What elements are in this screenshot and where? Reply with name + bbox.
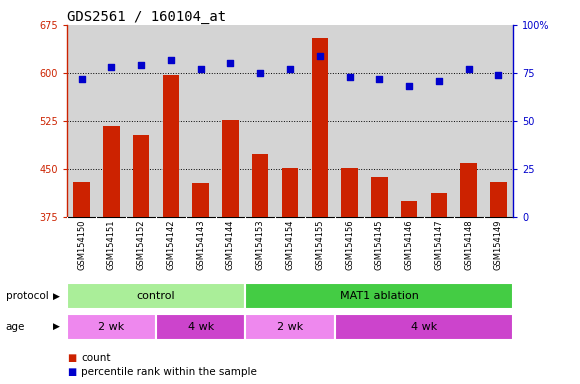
Text: MAT1 ablation: MAT1 ablation [340,291,419,301]
Bar [371,177,387,217]
Point [404,83,414,89]
Bar [461,162,477,217]
Point [196,66,205,72]
Bar [401,201,417,217]
Text: control: control [137,291,175,301]
Text: GSM154153: GSM154153 [256,220,264,270]
Bar [252,154,269,217]
Text: 4 wk: 4 wk [411,322,437,332]
Bar [222,120,238,217]
Point [315,53,324,59]
Bar [245,314,335,340]
Text: GSM154143: GSM154143 [196,220,205,270]
Text: GSM154142: GSM154142 [166,220,175,270]
Bar [282,168,298,217]
Text: GSM154151: GSM154151 [107,220,116,270]
Text: 2 wk: 2 wk [277,322,303,332]
Bar [67,314,156,340]
Bar [133,135,149,217]
Text: GSM154144: GSM154144 [226,220,235,270]
Text: GSM154149: GSM154149 [494,220,503,270]
Bar [431,193,447,217]
Text: protocol: protocol [6,291,49,301]
Point [464,66,473,72]
Point [226,60,235,66]
Bar [67,283,245,309]
Point [136,62,146,68]
Point [494,72,503,78]
Text: 2 wk: 2 wk [98,322,125,332]
Text: GSM154150: GSM154150 [77,220,86,270]
Text: GSM154146: GSM154146 [405,220,414,270]
Text: ▶: ▶ [53,291,60,301]
Text: ▶: ▶ [53,322,60,331]
Bar [74,182,90,217]
Text: 4 wk: 4 wk [187,322,214,332]
Text: count: count [81,353,111,363]
Bar [156,314,245,340]
Point [107,64,116,70]
Bar [342,168,358,217]
Point [375,76,384,82]
Point [256,70,265,76]
Point [77,76,86,82]
Text: GSM154147: GSM154147 [434,220,443,270]
Bar [311,38,328,217]
Point [434,78,444,84]
Bar [335,314,513,340]
Bar [103,126,119,217]
Text: GSM154156: GSM154156 [345,220,354,270]
Point [345,74,354,80]
Text: ■: ■ [67,367,76,377]
Point [285,66,295,72]
Bar [490,182,506,217]
Text: GSM154155: GSM154155 [316,220,324,270]
Text: GSM154152: GSM154152 [137,220,146,270]
Point [166,56,176,63]
Text: GSM154148: GSM154148 [464,220,473,270]
Text: percentile rank within the sample: percentile rank within the sample [81,367,257,377]
Bar [245,283,513,309]
Bar [163,75,179,217]
Text: age: age [6,322,25,332]
Text: GSM154154: GSM154154 [285,220,295,270]
Text: GDS2561 / 160104_at: GDS2561 / 160104_at [67,10,226,24]
Text: ■: ■ [67,353,76,363]
Bar [193,183,209,217]
Text: GSM154145: GSM154145 [375,220,384,270]
